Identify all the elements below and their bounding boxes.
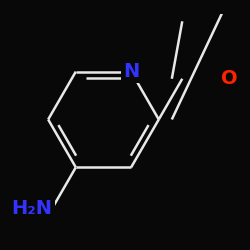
Text: N: N [123,62,139,81]
Text: H₂N: H₂N [11,198,52,218]
Text: O: O [221,69,238,88]
